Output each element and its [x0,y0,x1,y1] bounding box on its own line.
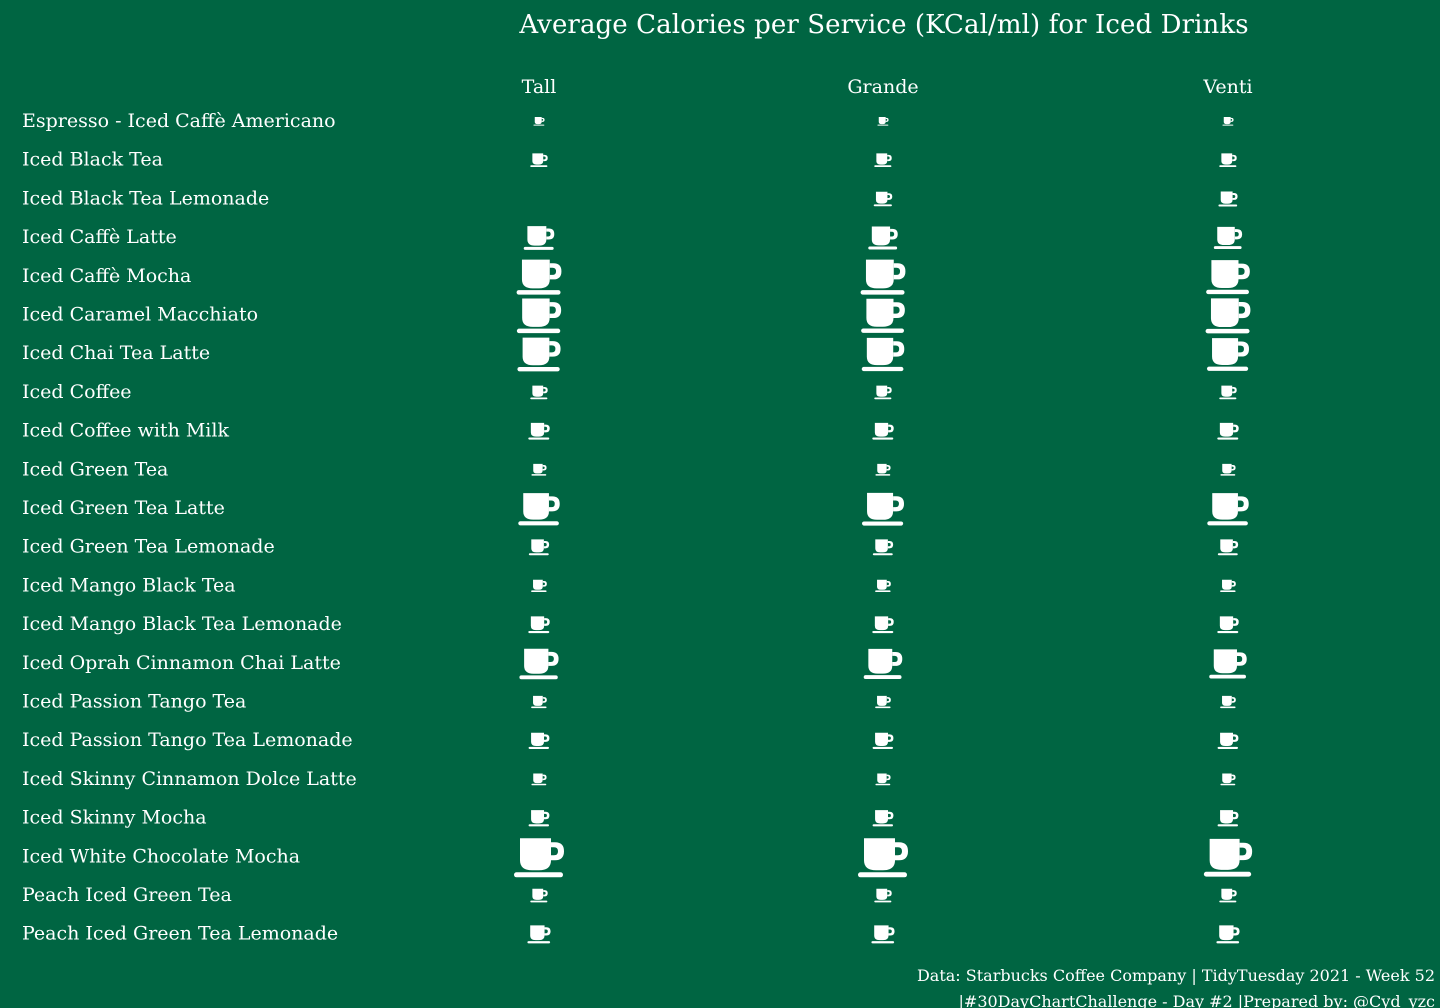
coffee-cup-icon [1206,260,1250,295]
coffee-cup-icon [531,695,547,709]
coffee-cup-icon [519,648,559,680]
coffee-cup-icon [1217,539,1239,556]
coffee-cup-icon [1220,773,1236,786]
coffee-cup-icon [872,422,894,440]
caption: Data: Starbucks Coffee Company | TidyTue… [917,963,1435,1008]
row-label: Espresso - Iced Caffè Americano [22,110,336,132]
coffee-cup-icon [1217,732,1239,749]
row-label: Iced Caramel Macchiato [22,304,258,326]
coffee-cup-icon [875,463,891,476]
coffee-cup-icon [514,838,564,878]
coffee-cup-icon [1222,116,1234,126]
coffee-cup-icon [531,579,547,592]
coffee-cup-icon [1220,579,1236,592]
row-label: Iced Green Tea Lemonade [22,536,275,558]
row-label: Iced Skinny Mocha [22,807,207,829]
coffee-cup-icon [523,226,555,250]
coffee-cup-icon [1217,810,1239,827]
coffee-cup-icon [527,925,551,944]
coffee-cup-icon [530,385,548,400]
coffee-cup-icon [531,773,547,786]
coffee-cup-icon [516,298,562,334]
coffee-cup-icon [860,259,906,295]
coffee-cup-icon [874,153,892,168]
column-header-tall: Tall [522,76,557,98]
row-label: Peach Iced Green Tea [22,884,232,906]
coffee-cup-icon [872,810,894,827]
coffee-cup-icon [518,493,560,526]
row-label: Iced Caffè Mocha [22,265,191,287]
coffee-cup-icon [533,116,545,126]
column-header-venti: Venti [1202,76,1252,98]
row-label: Iced Coffee [22,381,132,403]
row-label: Iced Caffè Latte [22,226,177,248]
coffee-cup-icon [1219,153,1237,168]
coffee-cup-icon [862,492,904,526]
row-label: Iced Green Tea [22,458,168,480]
coffee-cup-icon [863,648,903,679]
coffee-cup-icon [873,191,893,207]
coffee-cup-icon [858,838,908,878]
coffee-cup-icon [861,298,905,333]
row-label: Iced Skinny Cinnamon Dolce Latte [22,768,357,790]
caption-credits: |#30DayChartChallenge - Day #2 |Prepared… [958,992,1435,1008]
coffee-cup-icon [1218,191,1238,207]
row-label: Iced White Chocolate Mocha [22,845,300,867]
coffee-cup-icon [1216,925,1240,944]
coffee-cup-icon [875,579,891,592]
coffee-cup-icon [1217,616,1239,634]
coffee-cup-icon [1213,226,1243,249]
row-label: Iced Passion Tango Tea Lemonade [22,729,353,751]
coffee-cup-icon [1220,463,1236,476]
coffee-cup-icon [1219,888,1237,903]
row-label: Iced Mango Black Tea [22,574,236,596]
coffee-cup-icon [531,463,547,476]
coffee-cup-icon [871,925,895,944]
coffee-cup-icon [868,226,898,250]
chart-title: Average Calories per Service (KCal/ml) f… [519,10,1249,40]
row-label: Iced Chai Tea Latte [22,342,210,364]
coffee-cup-icon [1207,338,1249,371]
caption-data-source: Data: Starbucks Coffee Company | TidyTue… [916,966,1435,985]
coffee-cup-icon [528,616,550,634]
coffee-cup-icon [861,337,905,372]
coffee-cup-icon [528,422,550,440]
coffee-cup-icon [1207,493,1249,526]
coffee-cup-icon [875,695,891,709]
coffee-cup-icon [874,385,892,400]
coffee-cup-icon [1217,422,1239,440]
coffee-cup-icon [1203,838,1253,877]
coffee-cup-icon [875,773,891,786]
coffee-cup-icon [530,153,548,168]
coffee-cup-icon [1205,298,1251,334]
coffee-cup-icon [872,539,894,556]
coffee-cup-icon [1209,649,1247,679]
row-label: Iced Passion Tango Tea [22,691,246,713]
coffee-cup-icon [517,337,561,372]
coffee-cup-icon [528,539,550,556]
coffee-cup-icon [530,888,548,903]
coffee-cup-icon [1219,385,1237,400]
coffee-cup-icon [528,810,550,827]
coffee-cup-icon [1220,695,1236,709]
coffee-cup-icon [874,888,892,903]
coffee-cup-icon [516,259,562,295]
row-label: Iced Black Tea [22,149,163,171]
coffee-cup-icon [877,116,889,126]
row-label: Iced Coffee with Milk [22,420,229,442]
row-label: Iced Black Tea Lemonade [22,187,269,209]
coffee-cup-icon [528,732,550,749]
row-label: Iced Green Tea Latte [22,497,225,519]
row-label: Peach Iced Green Tea Lemonade [22,923,338,945]
row-label: Iced Mango Black Tea Lemonade [22,613,342,635]
coffee-cup-icon [872,616,894,634]
row-label: Iced Oprah Cinnamon Chai Latte [22,652,341,674]
coffee-cup-icon [872,732,894,749]
column-header-grande: Grande [847,76,918,98]
